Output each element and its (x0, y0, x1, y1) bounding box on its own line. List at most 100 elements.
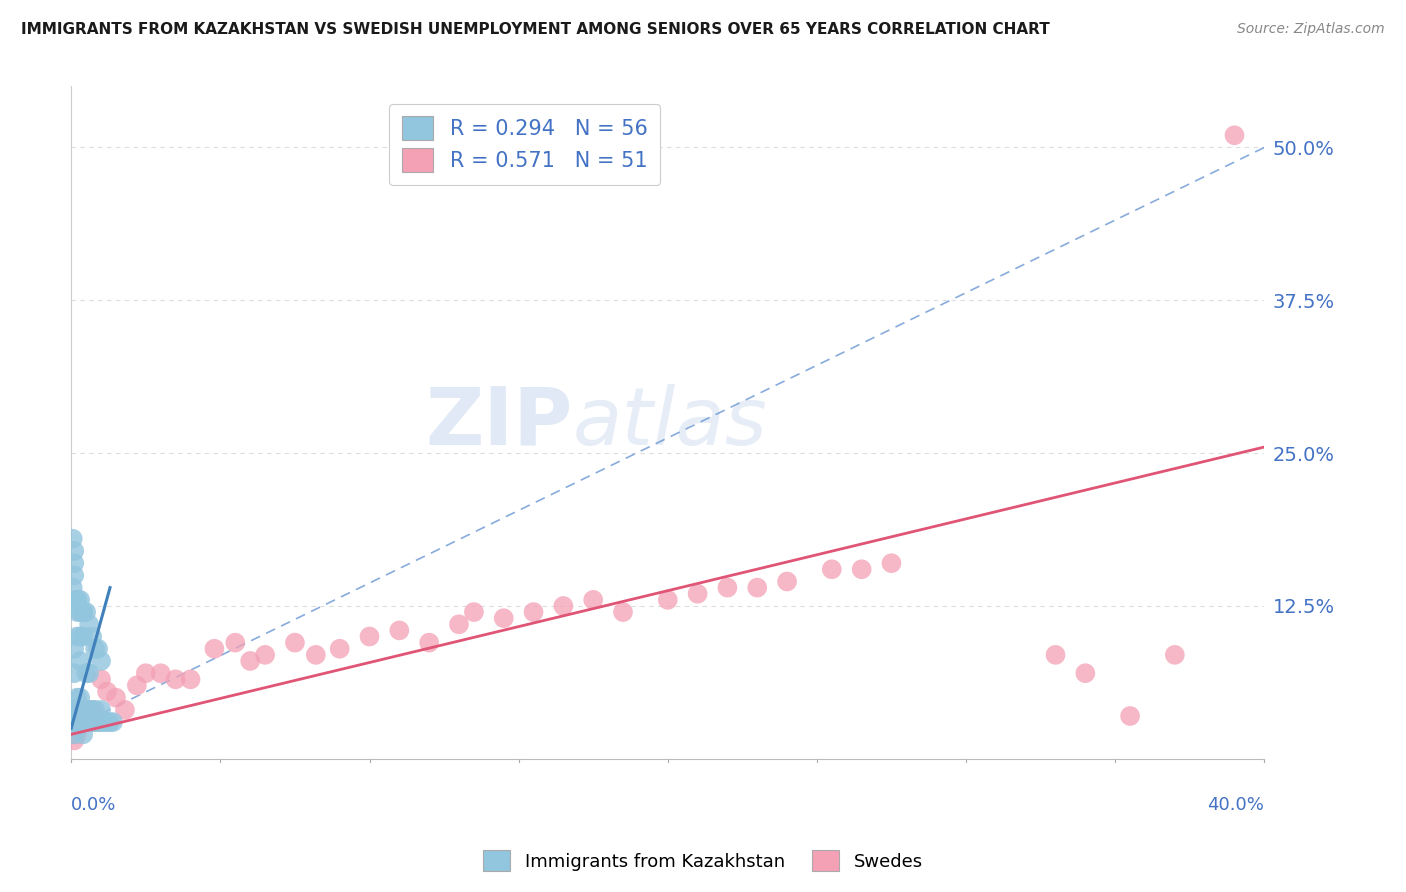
Point (82, 703, 104, 717)
Point (96, 715, 118, 730)
Point (69, 715, 91, 730)
Point (553, 599, 575, 613)
Point (388, 624, 411, 638)
Point (447, 617, 470, 632)
Point (1045, 648, 1067, 662)
Point (65, 715, 87, 730)
Point (96, 684, 118, 698)
Point (69, 605, 91, 619)
Point (66, 592, 89, 607)
Point (82, 703, 104, 717)
Point (84, 641, 107, 656)
Point (63, 666, 86, 681)
Point (77, 617, 100, 632)
Point (77, 715, 100, 730)
Point (69, 703, 91, 717)
Point (63, 703, 86, 717)
Legend: Immigrants from Kazakhstan, Swedes: Immigrants from Kazakhstan, Swedes (477, 843, 929, 879)
Point (284, 635, 307, 649)
Point (66, 703, 89, 717)
Point (84, 703, 107, 717)
Point (1074, 666, 1097, 681)
Point (418, 635, 440, 649)
Point (101, 715, 124, 730)
Point (75, 605, 97, 619)
Point (149, 666, 172, 681)
Text: atlas: atlas (572, 384, 768, 461)
Point (686, 587, 709, 601)
Point (135, 666, 157, 681)
Point (821, 562, 844, 576)
Point (224, 635, 246, 649)
Point (880, 556, 903, 570)
Point (104, 690, 127, 705)
Point (72, 605, 94, 619)
Text: Source: ZipAtlas.com: Source: ZipAtlas.com (1237, 22, 1385, 37)
Point (305, 648, 328, 662)
Point (75, 715, 97, 730)
Point (82, 715, 104, 730)
Point (492, 611, 515, 625)
Point (165, 673, 187, 687)
Point (90, 673, 112, 687)
Point (747, 581, 769, 595)
Point (62, 532, 84, 546)
Point (75, 666, 97, 681)
Point (1119, 709, 1142, 723)
Point (63, 641, 86, 656)
Point (62, 727, 84, 741)
Point (1223, 128, 1246, 143)
Point (63, 733, 86, 747)
Point (66, 715, 89, 730)
Point (98, 715, 121, 730)
Point (62, 581, 84, 595)
Point (66, 727, 89, 741)
Point (125, 678, 148, 692)
Point (69, 690, 91, 705)
Point (75, 715, 97, 730)
Point (657, 592, 679, 607)
Point (66, 605, 89, 619)
Point (90, 715, 112, 730)
Point (63, 727, 86, 741)
Point (522, 605, 544, 619)
Legend: R = 0.294   N = 56, R = 0.571   N = 51: R = 0.294 N = 56, R = 0.571 N = 51 (389, 103, 659, 185)
Text: IMMIGRANTS FROM KAZAKHSTAN VS SWEDISH UNEMPLOYMENT AMONG SENIORS OVER 65 YEARS C: IMMIGRANTS FROM KAZAKHSTAN VS SWEDISH UN… (21, 22, 1050, 37)
Text: 0.0%: 0.0% (72, 796, 117, 814)
Point (63, 544, 86, 558)
Point (69, 592, 91, 607)
Point (851, 562, 873, 576)
Point (66, 592, 89, 607)
Point (77, 703, 100, 717)
Point (90, 654, 112, 668)
Point (63, 715, 86, 730)
Point (69, 715, 91, 730)
Point (114, 703, 136, 717)
Point (612, 605, 634, 619)
Point (84, 715, 107, 730)
Point (77, 709, 100, 723)
Point (77, 666, 100, 681)
Point (716, 581, 738, 595)
Point (463, 605, 485, 619)
Text: ZIP: ZIP (425, 384, 572, 461)
Point (84, 715, 107, 730)
Point (72, 630, 94, 644)
Point (72, 715, 94, 730)
Point (776, 574, 799, 589)
Point (66, 690, 89, 705)
Point (87, 641, 110, 656)
Point (69, 654, 91, 668)
Point (90, 703, 112, 717)
Point (69, 715, 91, 730)
Point (72, 703, 94, 717)
Point (359, 630, 381, 644)
Text: 40.0%: 40.0% (1208, 796, 1264, 814)
Point (75, 703, 97, 717)
Point (66, 630, 89, 644)
Point (582, 592, 605, 607)
Point (69, 703, 91, 717)
Point (75, 703, 97, 717)
Point (180, 673, 202, 687)
Point (93, 715, 115, 730)
